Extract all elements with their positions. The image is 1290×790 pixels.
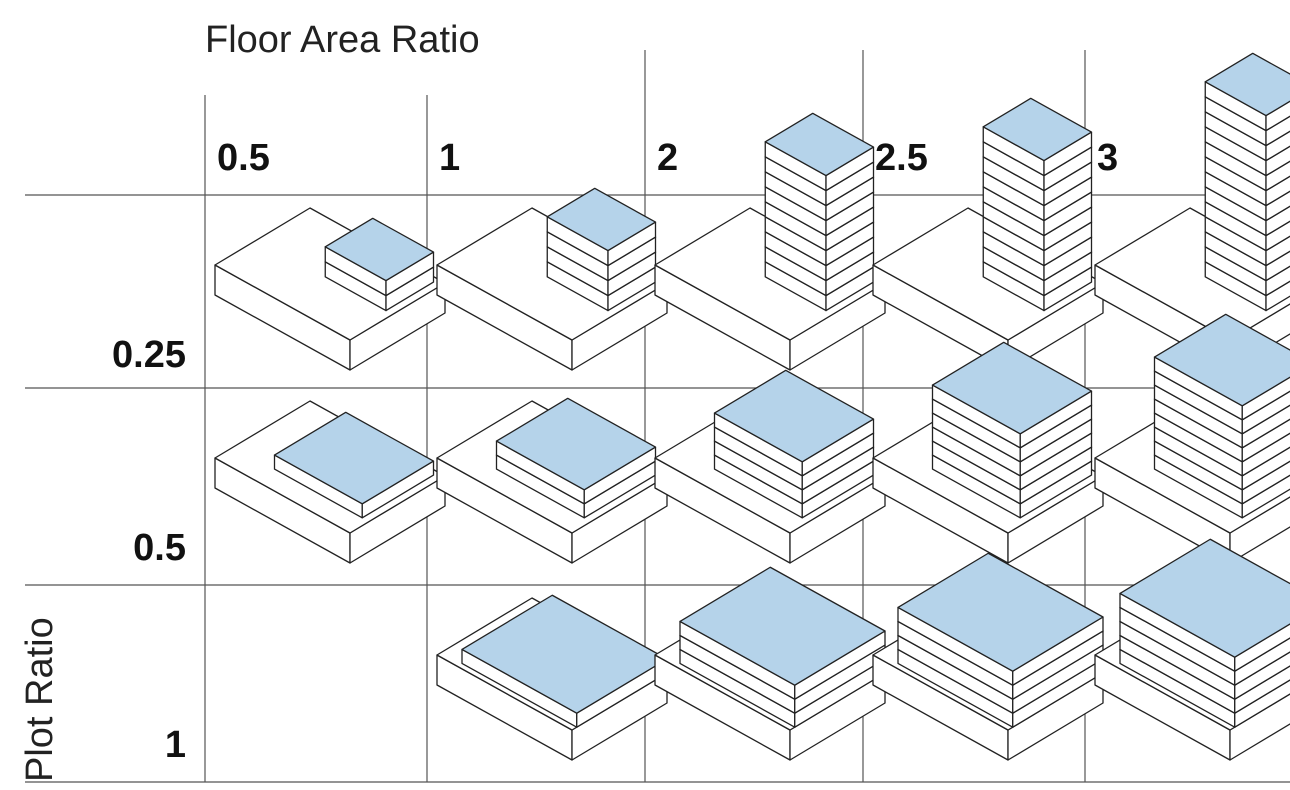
top-face <box>1119 538 1290 658</box>
side-face <box>1234 637 1290 686</box>
column-header: 3 <box>1097 137 1118 179</box>
column-header: 2 <box>657 137 678 179</box>
side-face <box>1265 235 1290 267</box>
labels: 0.5 1 2 2.5 3 0.25 0.5 1 <box>112 137 1118 766</box>
column-header: 2.5 <box>875 137 928 179</box>
side-face <box>1234 679 1290 728</box>
top-face <box>679 566 886 686</box>
column-header: 0.5 <box>217 137 270 179</box>
side-face <box>1229 693 1290 761</box>
side-face <box>1234 651 1290 700</box>
top-face <box>546 187 657 252</box>
top-face <box>1204 52 1290 117</box>
row-label: 0.5 <box>133 527 186 569</box>
top-face <box>713 369 875 463</box>
side-face <box>1265 160 1290 192</box>
side-face <box>1265 100 1290 132</box>
top-face <box>982 97 1093 162</box>
top-face <box>324 217 435 282</box>
side-face <box>1265 115 1290 147</box>
side-face <box>1265 190 1290 222</box>
top-face <box>897 552 1104 672</box>
side-face <box>1265 175 1290 207</box>
title: Floor Area Ratio <box>205 19 480 61</box>
column-header: 1 <box>439 137 460 179</box>
row-label: 0.25 <box>112 334 186 376</box>
top-face <box>764 112 875 177</box>
side-face <box>1234 623 1290 672</box>
side-face <box>1265 130 1290 162</box>
side-face <box>1229 496 1290 564</box>
row-label: 1 <box>165 724 186 766</box>
top-face <box>495 397 657 491</box>
side-face <box>1265 280 1290 312</box>
side-face <box>1234 665 1290 714</box>
top-face <box>273 411 435 505</box>
top-face <box>931 341 1093 435</box>
side-face <box>1265 145 1290 177</box>
side-face <box>1265 205 1290 237</box>
y-axis-label: Plot Ratio <box>19 617 61 782</box>
side-face <box>1265 220 1290 252</box>
buildings <box>214 52 1290 761</box>
top-face <box>1153 313 1290 407</box>
side-face <box>1265 250 1290 282</box>
side-face <box>1265 265 1290 297</box>
